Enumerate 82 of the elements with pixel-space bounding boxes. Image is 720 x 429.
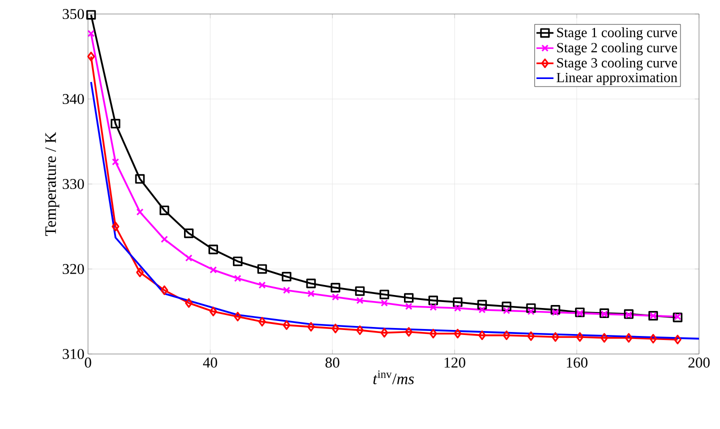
point [527, 331, 535, 341]
point [502, 330, 510, 340]
point [356, 325, 364, 335]
point [502, 302, 512, 312]
point [405, 302, 412, 310]
point [185, 298, 193, 308]
point [282, 286, 290, 294]
point [550, 305, 560, 315]
point [624, 333, 633, 343]
point [477, 300, 487, 310]
point [282, 320, 290, 330]
point [478, 306, 486, 314]
y-axis-title: Temperature / K [45, 132, 60, 236]
point [258, 282, 266, 289]
point [210, 266, 217, 274]
point [160, 206, 170, 216]
point [380, 299, 388, 307]
x-tick-label: 200 [688, 358, 710, 368]
point [526, 303, 536, 313]
point [160, 285, 168, 296]
x-tick-label: 160 [566, 358, 588, 368]
point [404, 293, 414, 303]
point [234, 274, 242, 282]
point [112, 222, 120, 232]
x-tick-label: 120 [444, 358, 466, 368]
point [184, 228, 194, 238]
point [136, 208, 144, 216]
point [307, 290, 315, 298]
y-tick-label: 340 [62, 94, 84, 104]
point [332, 293, 340, 301]
legend-label: Stage 1 cooling curve [557, 27, 678, 40]
point [356, 296, 364, 304]
point [160, 236, 168, 243]
point [306, 278, 316, 288]
point [258, 316, 266, 326]
point [87, 52, 95, 62]
point [209, 306, 218, 316]
point [380, 328, 388, 338]
point [600, 333, 608, 343]
point [234, 312, 242, 322]
legend-label: Stage 3 cooling curve [557, 58, 678, 70]
point [552, 308, 560, 316]
point [649, 334, 657, 344]
point [185, 254, 192, 262]
point [552, 332, 560, 342]
point [208, 244, 218, 254]
point [355, 286, 365, 296]
y-tick-label: 350 [62, 8, 84, 20]
x-tick-label: 40 [203, 358, 218, 368]
point [87, 30, 95, 38]
x-tick-label: 80 [325, 358, 340, 368]
x-axis-title: t$^{inv}$/ms [373, 370, 414, 384]
point [428, 296, 438, 306]
point [110, 118, 120, 128]
point [430, 304, 437, 311]
point [282, 272, 292, 282]
legend-label: Linear approximation [556, 72, 678, 86]
point [502, 307, 510, 314]
point [576, 332, 584, 342]
y-tick-label: 310 [62, 348, 84, 360]
point [452, 297, 462, 307]
point [478, 330, 486, 340]
point [674, 334, 682, 344]
point [330, 282, 340, 292]
point [527, 308, 535, 316]
point [112, 158, 120, 166]
point [332, 324, 340, 334]
x-tick-label: 0 [84, 358, 92, 368]
point [136, 268, 144, 278]
point [86, 10, 96, 20]
point [380, 290, 390, 300]
point [307, 322, 315, 332]
point [454, 328, 462, 338]
point [135, 174, 145, 184]
y-tick-label: 330 [62, 178, 84, 190]
point [404, 327, 413, 337]
y-tick-label: 320 [62, 264, 84, 274]
point [257, 264, 267, 274]
legend-label: Stage 2 cooling curve [557, 42, 678, 56]
point [232, 256, 242, 266]
point [429, 328, 438, 338]
point [454, 304, 462, 312]
